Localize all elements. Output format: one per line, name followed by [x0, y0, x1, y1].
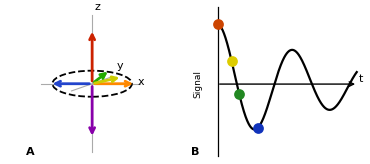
- Point: [236, 92, 242, 95]
- Point: [229, 60, 235, 62]
- Text: B: B: [191, 147, 199, 157]
- Text: Signal: Signal: [193, 70, 202, 98]
- Text: y: y: [117, 61, 124, 71]
- Point: [255, 126, 261, 129]
- Point: [215, 23, 221, 25]
- Text: x: x: [138, 77, 145, 87]
- Text: z: z: [95, 2, 101, 12]
- Text: A: A: [26, 147, 34, 157]
- Text: t: t: [359, 74, 363, 84]
